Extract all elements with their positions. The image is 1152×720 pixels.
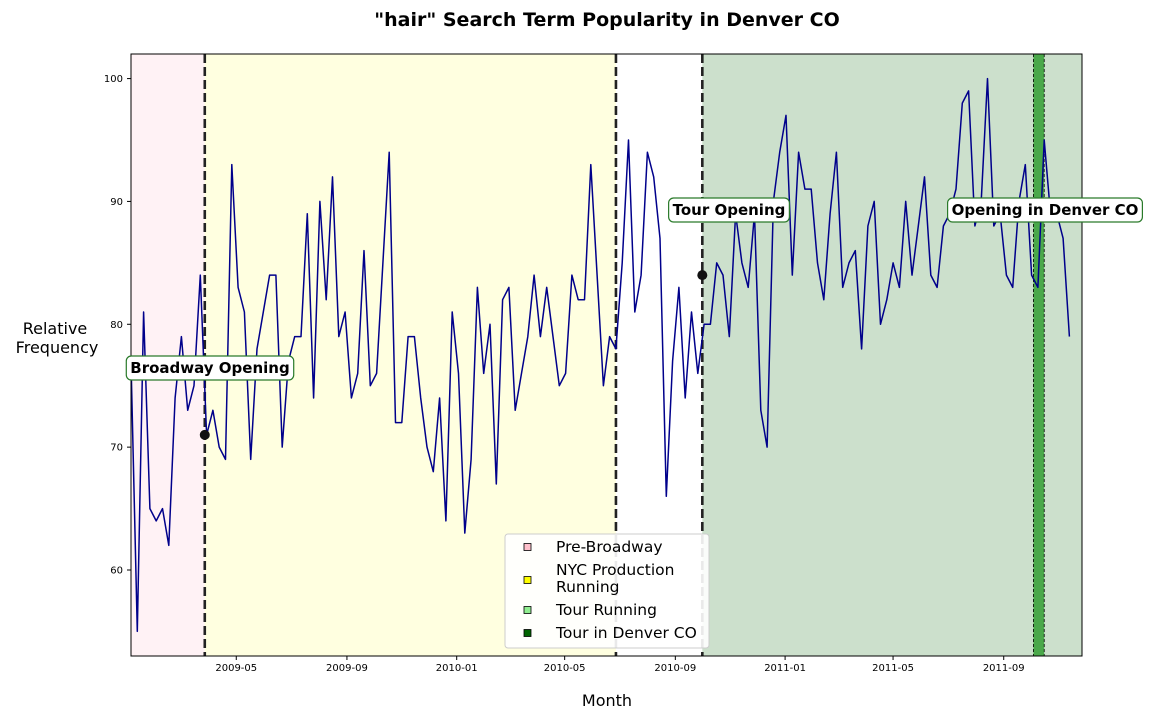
annotation-box-0 — [125, 355, 295, 381]
annotation-box-1 — [668, 197, 790, 223]
event-points — [199, 270, 708, 440]
x-tick-label-4: 2010-09 — [654, 663, 696, 674]
x-tick-label-0: 2009-05 — [215, 663, 257, 674]
x-tick-label-1: 2009-09 — [326, 663, 368, 674]
legend-marker-1 — [523, 576, 532, 584]
x-tick-label-2: 2010-01 — [436, 663, 478, 674]
legend-box — [504, 533, 710, 649]
legend-label-2: Tour Running — [555, 601, 657, 619]
event-point-1 — [697, 270, 708, 281]
legend-label-1-0: NYC Production — [556, 561, 674, 579]
legend-label-1-1: Running — [556, 578, 620, 596]
x-tick-label-3: 2010-05 — [544, 663, 586, 674]
region-2 — [702, 54, 1082, 656]
period-regions — [131, 54, 1082, 656]
legend-marker-2 — [523, 606, 532, 614]
y-axis-label-line2: Frequency — [16, 338, 99, 357]
x-tick-label-5: 2011-01 — [764, 663, 806, 674]
event-point-0 — [199, 429, 210, 440]
y-tick-label-1: 70 — [110, 443, 123, 454]
x-axis-label: Month — [582, 691, 632, 710]
annotation-box-2 — [947, 197, 1143, 223]
legend-label-0: Pre-Broadway — [556, 538, 663, 556]
annotation-0: Broadway Opening — [125, 355, 295, 381]
y-axis-label-line1: Relative — [23, 319, 88, 338]
y-tick-label-2: 80 — [110, 320, 123, 331]
legend-marker-0 — [523, 543, 532, 551]
y-tick-label-3: 90 — [110, 197, 123, 208]
legend-label-3: Tour in Denver CO — [555, 624, 697, 642]
y-tick-label-0: 60 — [110, 566, 123, 577]
annotation-label-2: Opening in Denver CO — [952, 201, 1139, 219]
y-axis: 60 70 80 90 100 — [104, 74, 131, 577]
x-axis: 2009-05 2009-09 2010-01 2010-05 2010-09 2011-… — [215, 656, 1025, 674]
annotation-label-1: Tour Opening — [673, 201, 786, 219]
x-tick-label-6: 2011-05 — [872, 663, 914, 674]
annotation-2: Opening in Denver CO — [947, 197, 1143, 223]
annotation-label-0: Broadway Opening — [130, 359, 289, 377]
y-tick-label-4: 100 — [104, 74, 123, 85]
x-tick-label-7: 2011-09 — [983, 663, 1025, 674]
plot-frame — [130, 53, 1083, 657]
annotations: Broadway Opening Tour Opening Opening in D… — [125, 197, 1143, 381]
legend-marker-3 — [523, 629, 532, 637]
region-3 — [1033, 54, 1045, 656]
annotation-1: Tour Opening — [668, 197, 790, 223]
chart-title: "hair" Search Term Popularity in Denver … — [374, 9, 840, 31]
